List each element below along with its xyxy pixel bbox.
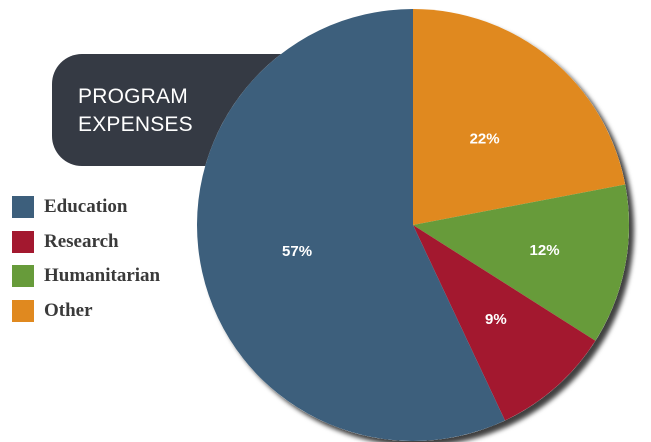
slice-research: [413, 225, 596, 421]
legend-label-other: Other: [44, 299, 93, 321]
chart-title: PROGRAM EXPENSES: [78, 83, 193, 139]
legend-label-humanitarian: Humanitarian: [44, 265, 161, 286]
legend: Education Research Humanitarian Other: [12, 196, 160, 334]
legend-item-education: Education: [12, 196, 160, 218]
slice-label-research: 9%: [485, 311, 507, 328]
legend-swatch-other: [12, 299, 34, 322]
legend-item-other: Other: [12, 299, 160, 322]
legend-swatch-research: [12, 230, 34, 253]
legend-swatch-humanitarian: [12, 265, 34, 287]
slice-label-education: 57%: [282, 243, 312, 260]
legend-item-research: Research: [12, 230, 160, 253]
legend-swatch-education: [12, 196, 34, 218]
legend-label-education: Education: [44, 196, 128, 217]
slice-label-humanitarian: 12%: [530, 242, 560, 259]
chart-title-line-1: PROGRAM: [78, 85, 188, 108]
slice-education: [196, 9, 505, 441]
slice-other: [413, 9, 626, 225]
chart-title-line-2: EXPENSES: [78, 113, 193, 136]
legend-label-research: Research: [44, 230, 119, 252]
slice-label-other: 22%: [470, 130, 500, 147]
legend-item-humanitarian: Humanitarian: [12, 265, 160, 287]
slice-humanitarian: [413, 184, 629, 341]
